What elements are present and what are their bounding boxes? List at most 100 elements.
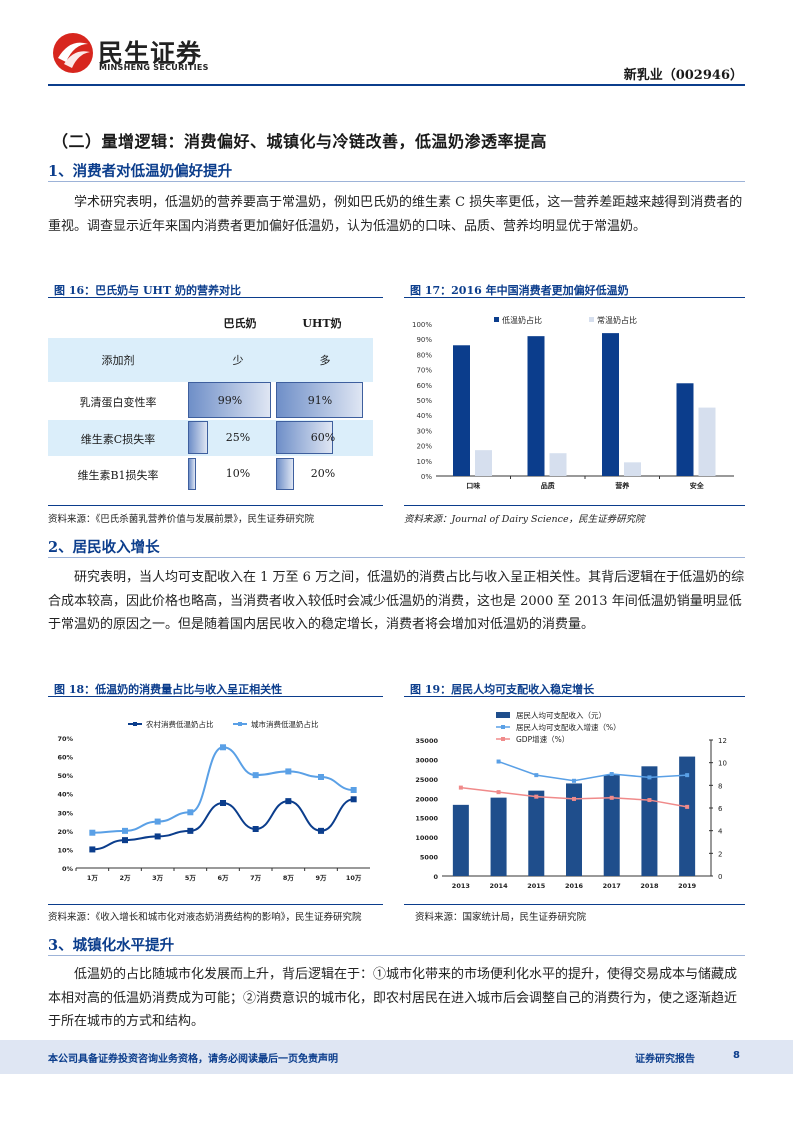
logo-cn: 民生证券 xyxy=(98,39,203,68)
legend-marker xyxy=(501,725,505,729)
x-tick-label: 6万 xyxy=(217,874,229,882)
fig17-chart: 0% 10% 20% 30% 40% 50% 60% 70% 80% 90% 100% 口味 品质 营养 安… xyxy=(412,315,734,490)
y-tick-label-left: 35000 xyxy=(415,737,438,745)
fig16-bar-b xyxy=(276,382,363,418)
page-number: 8 xyxy=(733,1050,740,1061)
data-point xyxy=(122,837,128,844)
fig16-bar-b xyxy=(276,421,333,454)
bar xyxy=(490,797,507,876)
data-point xyxy=(154,833,161,840)
x-tick-label: 2016 xyxy=(565,882,584,890)
x-tick-label: 1万 xyxy=(87,874,99,882)
bar xyxy=(566,783,582,876)
x-tick-label: 2018 xyxy=(640,882,659,890)
fig19-source: 资料来源：国家统计局，民生证券研究院 xyxy=(415,912,587,923)
fig16-col-b: UHT奶 xyxy=(302,317,342,330)
bar xyxy=(602,333,619,476)
sub1-paragraph: 学术研究表明，低温奶的营养要高于常温奶，例如巴氏奶的维生素 C 损失率更低，这一… xyxy=(48,195,743,234)
fig16-rule xyxy=(48,297,383,298)
fig16-row-b: 91% xyxy=(307,394,333,407)
x-tick-label: 营养 xyxy=(615,481,629,490)
fig16-col-a: 巴氏奶 xyxy=(223,317,257,330)
legend-marker xyxy=(238,722,242,726)
bar xyxy=(698,407,716,476)
y-tick-label: 40% xyxy=(57,791,73,799)
fig16-bar-a xyxy=(188,382,271,418)
bar xyxy=(527,336,545,476)
data-point xyxy=(122,827,128,834)
fig17-rule xyxy=(404,297,745,298)
data-point xyxy=(318,774,324,780)
sub1-title: 1、消费者对低温奶偏好提升 xyxy=(48,163,233,180)
x-tick-label: 口味 xyxy=(466,481,480,490)
fig16-row-b: 20% xyxy=(310,467,336,480)
fig16-table: 巴氏奶 UHT奶 添加剂 少 多 乳清蛋白变性率 99% 91% 维生素C损失率… xyxy=(48,300,383,500)
y-tick-label-right: 0 xyxy=(718,873,722,881)
bar xyxy=(453,345,470,476)
legend-label: 居民人均可支配收入增速（%） xyxy=(516,722,621,732)
minsheng-logo-icon xyxy=(53,33,93,73)
y-tick-label-right: 6 xyxy=(718,805,723,813)
bar xyxy=(528,790,545,876)
y-tick-label-left: 5000 xyxy=(420,854,439,862)
bar xyxy=(624,462,641,476)
fig18-source: 资料来源：《收入增长和城市化对液态奶消费结构的影响》，民生证券研究院 xyxy=(48,912,362,923)
data-point xyxy=(252,772,259,779)
fig19-chart: 0 5000 10000 15000 20000 25000 30000 35000 0 2 4 6 8… xyxy=(415,710,727,890)
bar xyxy=(603,775,620,876)
x-tick-label: 7万 xyxy=(250,874,262,882)
sub2-rule xyxy=(48,557,745,558)
data-point xyxy=(89,846,96,853)
legend-label: 农村消费低温奶占比 xyxy=(146,719,214,729)
fig18-title: 图 18：低温奶的消费量占比与收入呈正相关性 xyxy=(54,683,283,696)
data-point xyxy=(496,790,501,795)
data-point xyxy=(647,798,652,803)
y-tick-label: 70% xyxy=(416,367,432,375)
data-point xyxy=(318,827,324,834)
bar xyxy=(679,756,696,876)
y-tick-label-left: 0 xyxy=(433,873,438,881)
x-tick-label: 5万 xyxy=(185,874,197,882)
data-point xyxy=(350,787,357,793)
sub3-rule xyxy=(48,955,745,956)
y-tick-label-left: 20000 xyxy=(415,795,438,803)
sub1-rule xyxy=(48,181,745,182)
data-point xyxy=(285,798,292,805)
y-tick-label: 10% xyxy=(57,846,73,854)
logo-en: MINSHENG SECURITIES xyxy=(99,63,209,72)
fig16-row-a: 少 xyxy=(232,354,244,367)
x-tick-label: 8万 xyxy=(283,874,295,882)
series-line xyxy=(92,798,354,851)
fig17-title: 图 17：2016 年中国消费者更加偏好低温奶 xyxy=(410,284,629,297)
y-tick-label: 0% xyxy=(421,473,432,481)
data-point xyxy=(572,796,576,801)
bar xyxy=(475,450,492,476)
y-tick-label-left: 15000 xyxy=(415,815,438,823)
footer: 本公司具备证券投资咨询业务资格，请务必阅读最后一页免责声明 证券研究报告 8 xyxy=(0,1040,793,1074)
company-ticker: 新乳业（002946） xyxy=(623,68,743,83)
fig16-source: 资料来源：《巴氏杀菌乳营养价值与发展前景》，民生证券研究院 xyxy=(48,514,315,525)
y-tick-label: 50% xyxy=(416,397,432,405)
y-tick-label: 0% xyxy=(62,865,74,873)
fig18-chart: 0% 10% 20% 30% 40% 50% 60% 70% 1万 2万 3万 5万 6万 7万 8万 9万 1… xyxy=(57,719,370,882)
sub3-paragraph: 低温奶的占比随城市化发展而上升，背后逻辑在于：①城市化带来的市场便利化水平的提升… xyxy=(48,967,738,1029)
data-point xyxy=(572,778,576,783)
x-tick-label: 2万 xyxy=(119,874,131,882)
y-tick-label: 70% xyxy=(57,735,73,743)
x-tick-label: 安全 xyxy=(690,481,705,490)
bar xyxy=(549,453,567,476)
y-tick-label: 20% xyxy=(416,443,432,451)
fig16-row-label: 添加剂 xyxy=(101,354,135,367)
data-point xyxy=(285,768,292,775)
data-point xyxy=(534,794,539,799)
footer-disclaimer: 本公司具备证券投资咨询业务资格，请务必阅读最后一页免责声明 xyxy=(48,1054,338,1065)
x-tick-label: 10万 xyxy=(346,874,362,882)
data-point xyxy=(220,800,226,806)
y-tick-label-right: 12 xyxy=(718,737,727,745)
data-point xyxy=(350,796,357,803)
data-point xyxy=(609,795,614,800)
y-tick-label: 10% xyxy=(416,458,432,466)
fig16-row-a: 99% xyxy=(217,394,243,407)
fig19-rule xyxy=(404,696,745,697)
legend-label: 常温奶占比 xyxy=(597,315,637,325)
